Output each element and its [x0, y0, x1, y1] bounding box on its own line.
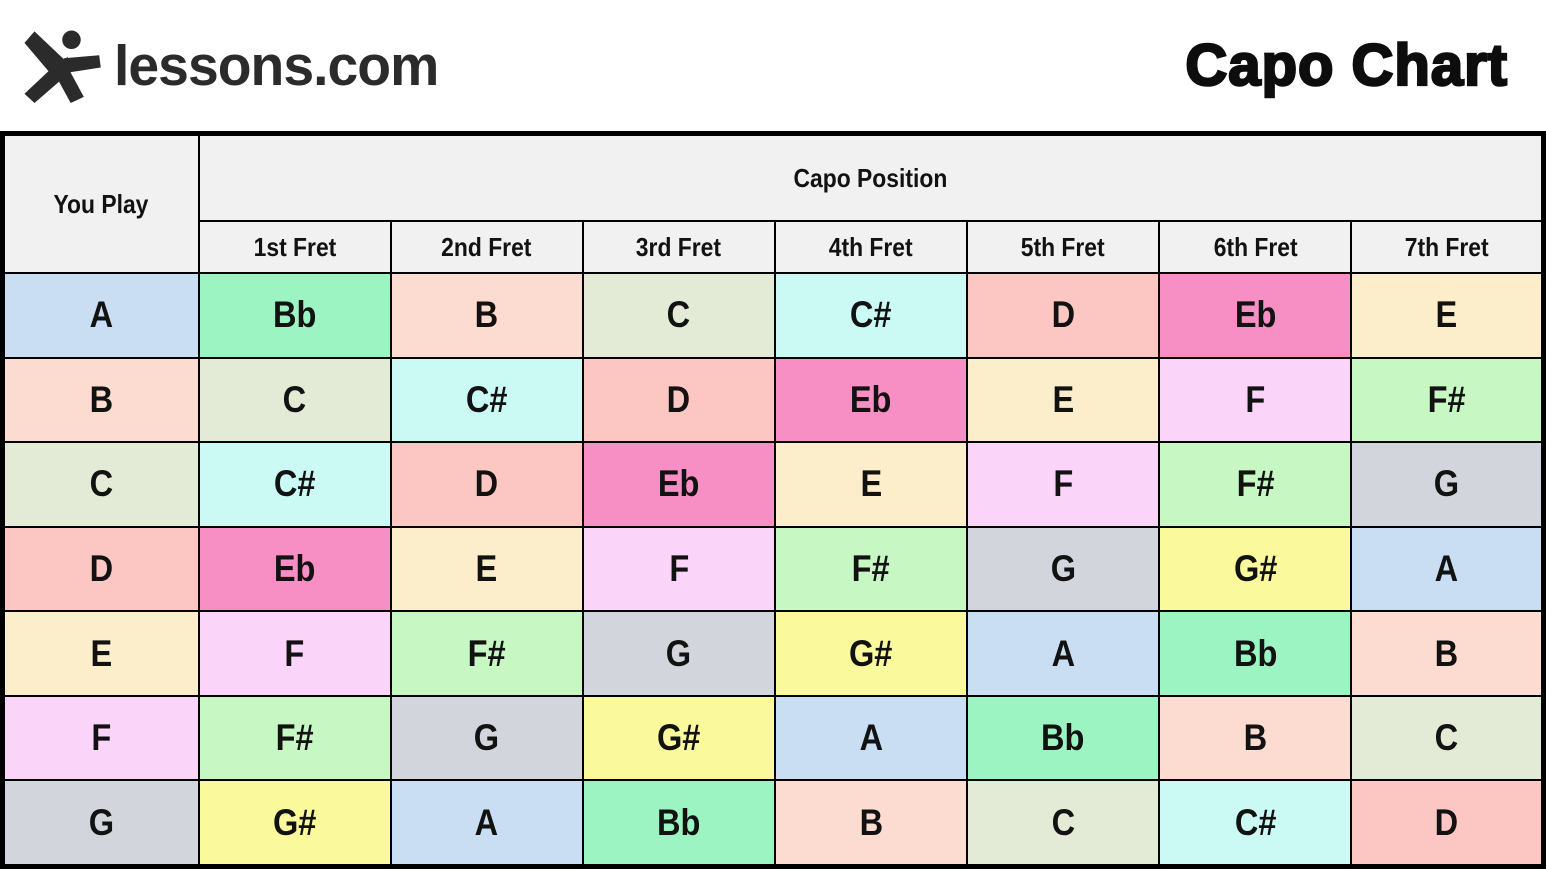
note-cell: C — [1350, 694, 1545, 782]
note-cell: E — [1350, 272, 1545, 359]
note-cell: F — [197, 610, 392, 697]
note-cell: G# — [1158, 525, 1353, 613]
note-cell: G — [581, 610, 776, 697]
note-cell: C — [581, 272, 776, 359]
fret-header-5: 5th Fret — [966, 220, 1161, 274]
note-cell: Bb — [1158, 610, 1353, 697]
you-play-header: You Play — [1, 132, 200, 274]
fret-header-row: 1st Fret 2nd Fret 3rd Fret 4th Fret 5th Fret… — [3, 220, 1545, 274]
note-cell: Eb — [197, 525, 392, 613]
note-cell: E — [966, 356, 1161, 444]
note-cell: C# — [197, 441, 392, 528]
you-play-cell: A — [1, 272, 200, 359]
fret-header-1: 1st Fret — [197, 220, 392, 274]
note-cell: F — [966, 441, 1161, 528]
table-row-E: E F F# G G# A Bb B — [1, 610, 1545, 697]
note-cell: A — [966, 610, 1161, 697]
note-cell: A — [1350, 525, 1545, 613]
note-cell: G# — [197, 779, 392, 868]
fret-header-7: 7th Fret — [1350, 220, 1545, 274]
table-row-G: G G# A Bb B C C# D — [1, 779, 1545, 868]
note-cell: D — [581, 356, 776, 444]
note-cell: C# — [1158, 779, 1353, 868]
fret-header-3: 3rd Fret — [581, 220, 776, 274]
brand-logo: lessons.com — [22, 29, 448, 103]
note-cell: Bb — [581, 779, 776, 868]
fret-header-6: 6th Fret — [1158, 220, 1353, 274]
table-row-C: C C# D Eb E F F# G — [1, 441, 1545, 528]
you-play-cell: B — [1, 356, 200, 444]
note-cell: A — [389, 779, 584, 868]
note-cell: Eb — [1158, 272, 1353, 359]
star-person-icon — [22, 29, 104, 103]
note-cell: B — [1158, 694, 1353, 782]
table-row-B: B C C# D Eb E F F# — [1, 356, 1545, 444]
note-cell: F — [1158, 356, 1353, 444]
note-cell: D — [966, 272, 1161, 359]
note-cell: F# — [389, 610, 584, 697]
note-cell: F — [581, 525, 776, 613]
table-row-A: A Bb B C C# D Eb E — [1, 272, 1545, 359]
note-cell: F# — [1158, 441, 1353, 528]
fret-header-4: 4th Fret — [773, 220, 969, 274]
note-cell: Eb — [581, 441, 776, 528]
note-cell: G# — [773, 610, 969, 697]
you-play-cell: E — [1, 610, 200, 697]
you-play-cell: D — [1, 525, 200, 613]
note-cell: G — [389, 694, 584, 782]
note-cell: C# — [389, 356, 584, 444]
you-play-cell: C — [1, 441, 200, 528]
note-cell: D — [1350, 779, 1545, 868]
note-cell: G# — [581, 694, 776, 782]
note-cell: B — [773, 779, 969, 868]
page-title: Capo Chart — [1184, 32, 1508, 100]
note-cell: E — [389, 525, 584, 613]
note-cell: F# — [197, 694, 392, 782]
note-cell: Eb — [773, 356, 969, 444]
you-play-cell: G — [1, 779, 200, 868]
note-cell: E — [773, 441, 969, 528]
note-cell: C# — [773, 272, 969, 359]
note-cell: A — [773, 694, 969, 782]
note-cell: G — [1350, 441, 1545, 528]
note-cell: F# — [773, 525, 969, 613]
you-play-cell: F — [1, 694, 200, 782]
table-row-F: F F# G G# A Bb B C — [1, 694, 1545, 782]
note-cell: Bb — [966, 694, 1161, 782]
table-row-D: D Eb E F F# G G# A — [1, 525, 1545, 613]
note-cell: B — [1350, 610, 1545, 697]
note-cell: C — [197, 356, 392, 444]
note-cell: Bb — [197, 272, 392, 359]
brand-name: lessons.com — [114, 33, 439, 98]
capo-chart-table: You Play Capo Position 1st Fret 2nd Fret 3… — [0, 131, 1546, 869]
fret-header-2: 2nd Fret — [389, 220, 584, 274]
note-cell: B — [389, 272, 584, 359]
note-cell: G — [966, 525, 1161, 613]
group-header-row: You Play Capo Position — [1, 132, 1545, 274]
note-cell: F# — [1350, 356, 1545, 444]
page-header: lessons.com Capo Chart — [0, 0, 1546, 131]
note-cell: C — [966, 779, 1161, 868]
note-cell: D — [389, 441, 584, 528]
capo-position-header: Capo Position — [197, 132, 1545, 222]
